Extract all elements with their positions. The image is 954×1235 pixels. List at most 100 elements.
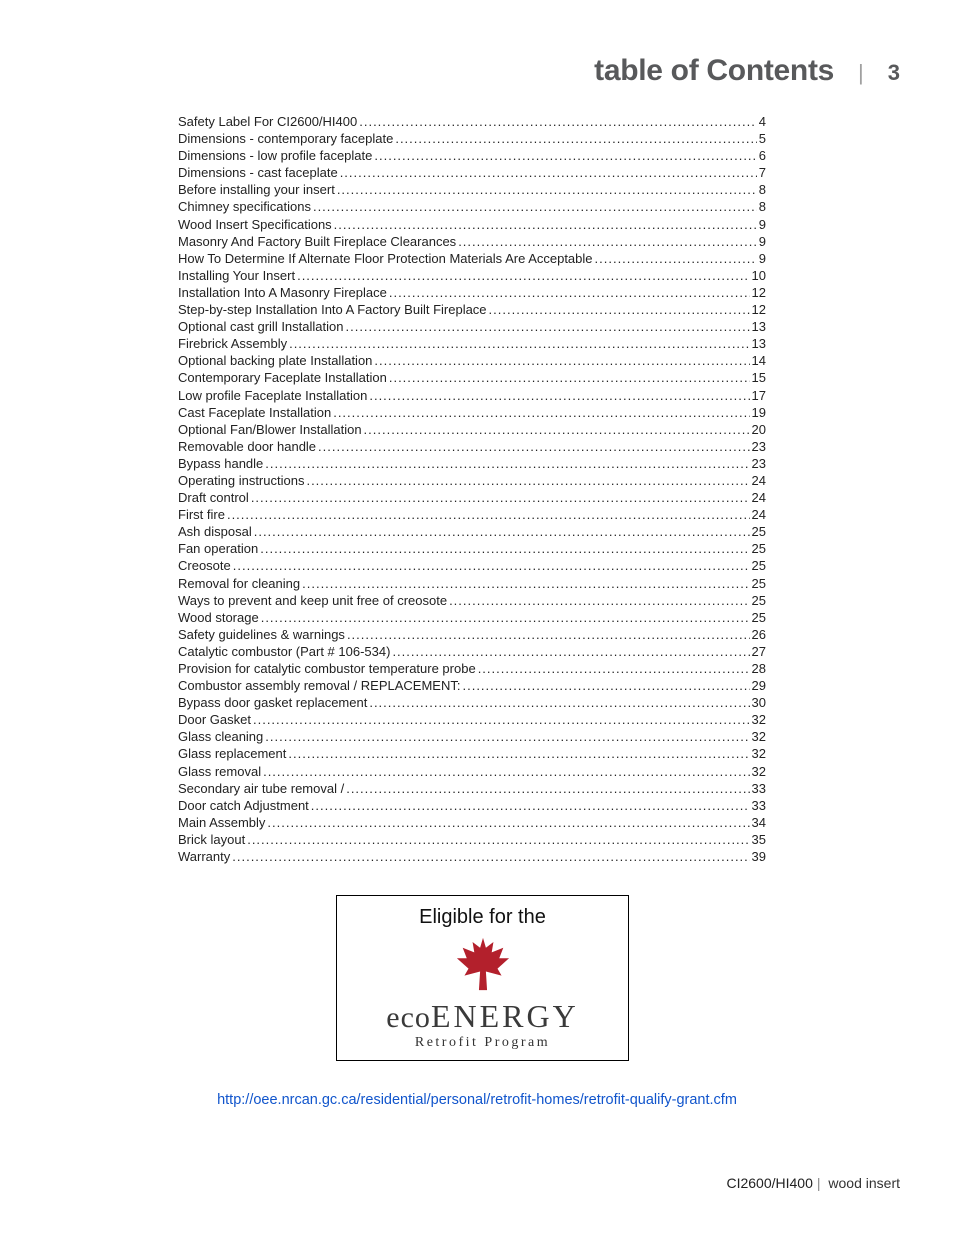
toc-page-number: 15: [752, 369, 766, 386]
toc-dot-leader: [337, 181, 757, 198]
toc-row: Operating instructions24: [178, 472, 766, 489]
toc-row: Bypass handle23: [178, 455, 766, 472]
toc-page-number: 33: [752, 780, 766, 797]
toc-row: Firebrick Assembly 13: [178, 335, 766, 352]
toc-dot-leader: [251, 489, 750, 506]
toc-dot-leader: [392, 643, 749, 660]
toc-label: Bypass door gasket replacement: [178, 694, 367, 711]
toc-page-number: 8: [759, 181, 766, 198]
toc-row: Dimensions - low profile faceplate6: [178, 147, 766, 164]
toc-dot-leader: [265, 455, 749, 472]
toc-dot-leader: [263, 763, 749, 780]
page-header: table of Contents | 3: [594, 54, 900, 88]
toc-row: Provision for catalytic combustor temper…: [178, 660, 766, 677]
toc-page-number: 10: [752, 267, 766, 284]
toc-dot-leader: [288, 745, 749, 762]
toc-dot-leader: [333, 404, 749, 421]
toc-dot-leader: [306, 472, 749, 489]
eco-brand-upper: ENERGY: [431, 998, 579, 1034]
toc-page-number: 12: [752, 301, 766, 318]
toc-row: First fire 24: [178, 506, 766, 523]
toc-page-number: 25: [752, 592, 766, 609]
toc-label: Ways to prevent and keep unit free of cr…: [178, 592, 447, 609]
toc-dot-leader: [253, 711, 750, 728]
toc-row: Warranty 39: [178, 848, 766, 865]
toc-row: How To Determine If Alternate Floor Prot…: [178, 250, 766, 267]
toc-page-number: 9: [759, 233, 766, 250]
toc-label: Secondary air tube removal /: [178, 780, 344, 797]
toc-dot-leader: [489, 301, 750, 318]
toc-row: Wood storage 25: [178, 609, 766, 626]
toc-label: Dimensions - contemporary faceplate: [178, 130, 393, 147]
toc-page-number: 4: [759, 113, 766, 130]
toc-row: Chimney specifications8: [178, 198, 766, 215]
toc-row: Fan operation25: [178, 540, 766, 557]
page-footer: CI2600/HI400| wood insert: [726, 1175, 900, 1191]
toc-row: Brick layout 35: [178, 831, 766, 848]
toc-label: Creosote: [178, 557, 231, 574]
toc-page-number: 17: [752, 387, 766, 404]
toc-page-number: 26: [752, 626, 766, 643]
toc-dot-leader: [265, 728, 749, 745]
toc-page-number: 25: [752, 557, 766, 574]
toc-page-number: 32: [752, 763, 766, 780]
toc-dot-leader: [233, 557, 750, 574]
toc-dot-leader: [395, 130, 756, 147]
toc-page-number: 19: [752, 404, 766, 421]
toc-page-number: 7: [759, 164, 766, 181]
toc-row: Ash disposal25: [178, 523, 766, 540]
toc-row: Door Gasket 32: [178, 711, 766, 728]
eco-brand-name: ecoENERGY: [337, 1000, 628, 1033]
toc-dot-leader: [254, 523, 750, 540]
eco-link[interactable]: http://oee.nrcan.gc.ca/residential/perso…: [0, 1092, 954, 1108]
header-title: table of Contents: [594, 54, 834, 88]
toc-row: Catalytic combustor (Part # 106-534) 27: [178, 643, 766, 660]
toc-row: Main Assembly 34: [178, 814, 766, 831]
toc-label: Main Assembly: [178, 814, 265, 831]
toc-dot-leader: [311, 797, 750, 814]
toc-dot-leader: [346, 780, 749, 797]
toc-row: Combustor assembly removal / REPLACEMENT…: [178, 677, 766, 694]
toc-label: Wood Insert Specifications: [178, 216, 332, 233]
toc-dot-leader: [345, 318, 749, 335]
toc-dot-leader: [389, 369, 750, 386]
toc-row: Low profile Faceplate Installation 17: [178, 387, 766, 404]
toc-dot-leader: [369, 694, 749, 711]
toc-dot-leader: [478, 660, 750, 677]
toc-label: Step-by-step Installation Into A Factory…: [178, 301, 487, 318]
toc-page-number: 9: [759, 216, 766, 233]
toc-dot-leader: [302, 575, 749, 592]
toc-page-number: 9: [759, 250, 766, 267]
toc-page-number: 5: [759, 130, 766, 147]
toc-label: Safety guidelines & warnings: [178, 626, 345, 643]
toc-page-number: 33: [752, 797, 766, 814]
toc-label: First fire: [178, 506, 225, 523]
toc-page-number: 12: [752, 284, 766, 301]
toc-page-number: 8: [759, 198, 766, 215]
toc-row: Optional backing plate Installation14: [178, 352, 766, 369]
toc-page-number: 25: [752, 540, 766, 557]
toc-label: How To Determine If Alternate Floor Prot…: [178, 250, 593, 267]
toc-page-number: 24: [752, 506, 766, 523]
toc-dot-leader: [340, 164, 757, 181]
toc-label: Catalytic combustor (Part # 106-534): [178, 643, 390, 660]
toc-row: Glass replacement32: [178, 745, 766, 762]
toc-dot-leader: [449, 592, 749, 609]
toc-page-number: 23: [752, 438, 766, 455]
footer-model: CI2600/HI400: [726, 1175, 812, 1191]
toc-dot-leader: [289, 335, 749, 352]
toc-label: Masonry And Factory Built Fireplace Clea…: [178, 233, 456, 250]
toc-label: Optional cast grill Installation: [178, 318, 343, 335]
toc-page-number: 27: [752, 643, 766, 660]
toc-label: Before installing your insert: [178, 181, 335, 198]
toc-row: Optional Fan/Blower Installation20: [178, 421, 766, 438]
toc-row: Removal for cleaning25: [178, 575, 766, 592]
toc-label: Low profile Faceplate Installation: [178, 387, 367, 404]
toc-dot-leader: [334, 216, 757, 233]
toc-label: Warranty: [178, 848, 230, 865]
toc-row: Before installing your insert 8: [178, 181, 766, 198]
toc-label: Bypass handle: [178, 455, 263, 472]
toc-row: Door catch Adjustment 33: [178, 797, 766, 814]
toc-label: Door catch Adjustment: [178, 797, 309, 814]
toc-page-number: 24: [752, 489, 766, 506]
